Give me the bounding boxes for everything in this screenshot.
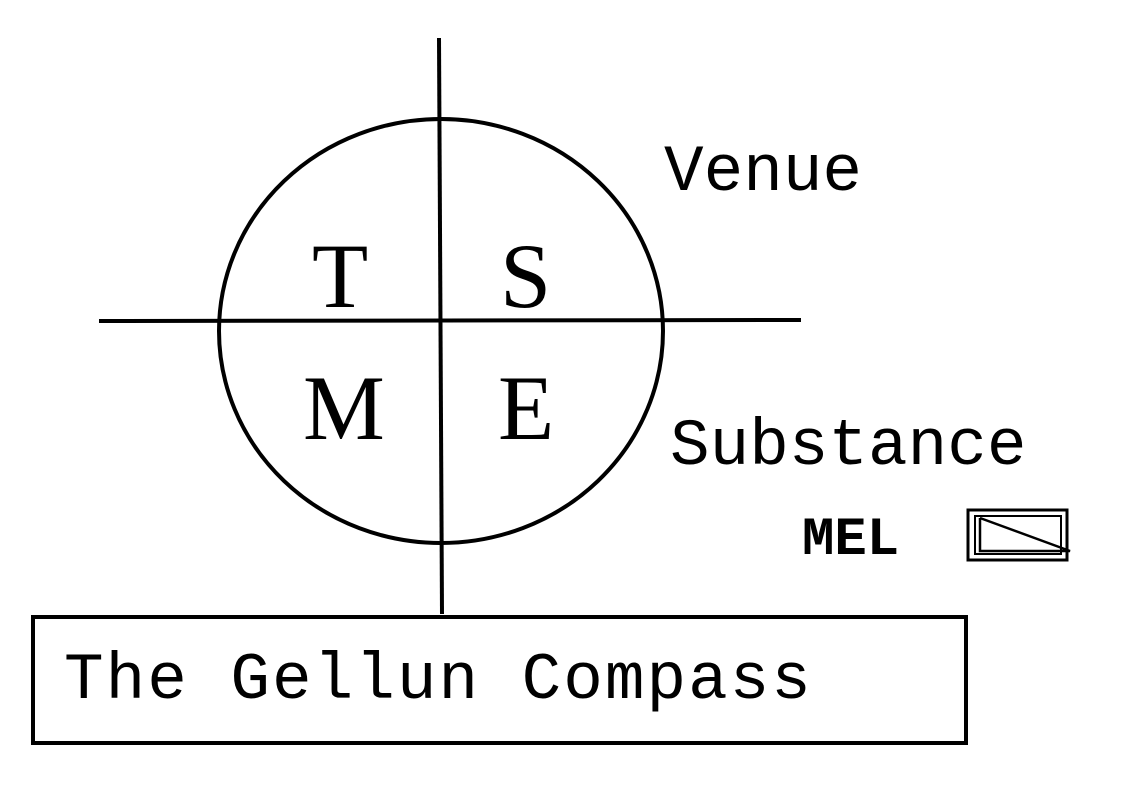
substance-label: Substance [670,409,1027,484]
quadrant-label-top-right: S [500,225,552,327]
diagram-title: The Gellun Compass [64,643,813,718]
vertical-axis [437,37,444,615]
quadrant-label-top-left: T [312,225,369,327]
venue-label: Venue [664,135,863,210]
mel-label: MEL [802,510,900,571]
quadrant-label-bottom-left: M [303,357,385,459]
quadrant-label-bottom-right: E [498,357,555,459]
title-box [31,615,968,745]
horizontal-axis [98,318,802,323]
boxed-diagonal-line-icon [966,508,1071,562]
